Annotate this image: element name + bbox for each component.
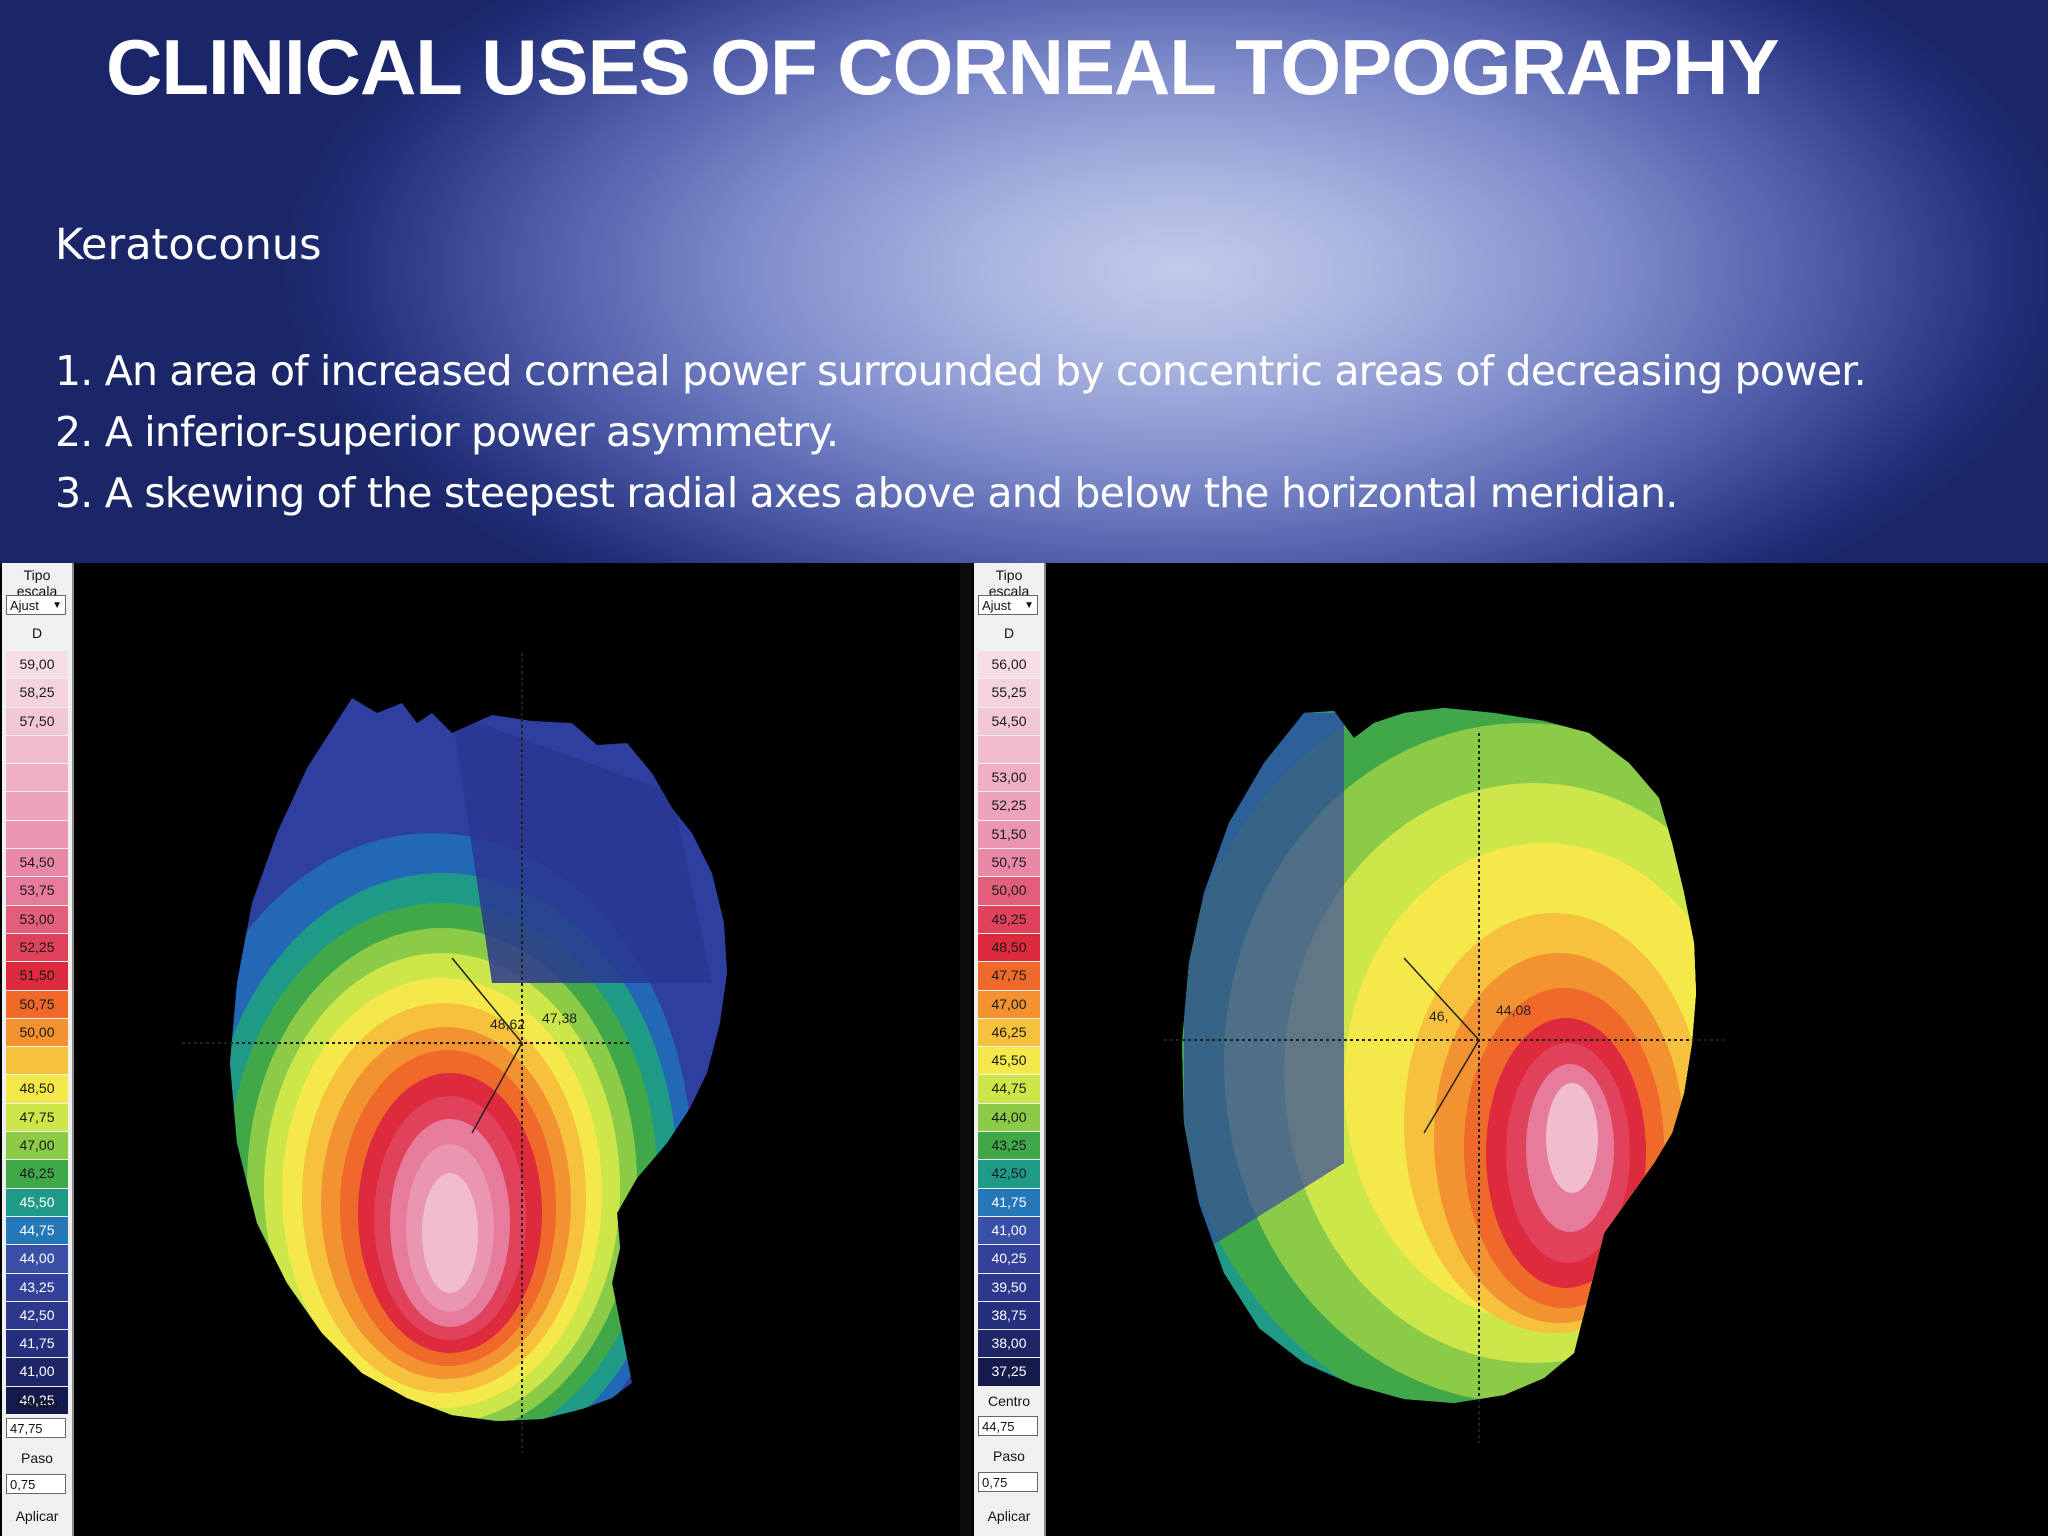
scale-swatch: 56,00 — [978, 651, 1040, 679]
scale-swatch: 53,00 — [978, 764, 1040, 792]
scale-swatch: 51,50 — [6, 962, 68, 990]
color-scale-right: Tipo escala Ajust ▼ D 56,00 55,25 54,50 53,… — [974, 563, 1046, 1536]
reading-left-1: 48,62 — [490, 1016, 525, 1032]
scale-swatch — [6, 792, 68, 820]
bullet-point-1: 1. An area of increased corneal power su… — [55, 347, 1867, 395]
scale-swatch: 42,50 — [978, 1160, 1040, 1188]
scale-swatch: 52,25 — [6, 933, 68, 962]
dropdown-arrow-icon: ▼ — [52, 600, 62, 611]
scale-swatch: 41,75 — [6, 1330, 68, 1358]
bullet-point-2: 2. A inferior-superior power asymmetry. — [55, 408, 839, 456]
apply-button[interactable]: Aplicar — [15, 1508, 59, 1524]
scale-swatches: 56,00 55,25 54,50 53,00 52,25 51,50 50,75 50,00… — [978, 651, 1040, 1387]
scale-swatch: 40,25 — [6, 1386, 68, 1415]
scale-swatch: 41,00 — [978, 1216, 1040, 1245]
scale-swatch: 46,25 — [978, 1018, 1040, 1047]
dropdown-arrow-icon: ▼ — [1024, 600, 1034, 611]
scale-swatch: 53,00 — [6, 905, 68, 933]
scale-swatch: 50,00 — [978, 877, 1040, 905]
centro-input[interactable]: 44,75 — [978, 1416, 1038, 1436]
corneal-map-right: 46, 44,08 — [1164, 708, 1724, 1443]
scale-unit: D — [1003, 625, 1015, 641]
scale-swatch: 47,00 — [978, 990, 1040, 1018]
scale-swatch: 54,50 — [6, 849, 68, 877]
scale-swatch — [6, 820, 68, 849]
scale-swatch: 44,75 — [6, 1216, 68, 1245]
scale-swatch: 48,50 — [978, 933, 1040, 962]
power-contours-right — [1182, 708, 1696, 1403]
paso-input[interactable]: 0,75 — [6, 1474, 66, 1494]
power-contours-left — [230, 698, 727, 1421]
scale-swatch: 45,50 — [6, 1188, 68, 1216]
scale-swatch: 59,00 — [6, 651, 68, 679]
scale-swatch: 37,25 — [978, 1358, 1040, 1386]
scale-swatch: 50,75 — [978, 849, 1040, 877]
scale-swatch — [6, 735, 68, 764]
scale-type-select[interactable]: Ajust ▼ — [6, 595, 66, 615]
apply-button[interactable]: Aplicar — [987, 1508, 1031, 1524]
scale-swatch: 40,25 — [978, 1245, 1040, 1273]
slide-subtitle: Keratoconus — [55, 220, 322, 270]
paso-label: Paso — [21, 1450, 53, 1466]
scale-swatch: 58,25 — [6, 679, 68, 707]
scale-swatch: 55,25 — [978, 679, 1040, 707]
scale-swatches: 59,00 58,25 57,50 54,50 53,75 53,00 52,25 51,50… — [6, 651, 68, 1415]
scale-swatch — [6, 1047, 68, 1075]
scale-swatch: 52,25 — [978, 792, 1040, 820]
color-scale-left: Tipo escala Ajust ▼ D 59,00 58,25 57,50 54,… — [2, 563, 74, 1536]
scale-swatch: 41,75 — [978, 1188, 1040, 1216]
centro-label: Centro — [987, 1393, 1031, 1409]
scale-swatch — [978, 735, 1040, 764]
slide-header: CLINICAL USES OF CORNEAL TOPOGRAPHY Kera… — [0, 0, 2048, 563]
scale-swatch: 44,00 — [6, 1245, 68, 1273]
scale-swatch: 38,00 — [978, 1330, 1040, 1358]
scale-swatch: 47,00 — [6, 1132, 68, 1160]
reading-left-2: 47,38 — [542, 1010, 577, 1026]
corneal-map-left: 48,62 47,38 — [182, 653, 727, 1453]
scale-swatch: 49,25 — [978, 905, 1040, 933]
scale-swatch: 48,50 — [6, 1075, 68, 1103]
scale-swatch: 44,75 — [978, 1075, 1040, 1103]
scale-swatch: 53,75 — [6, 877, 68, 905]
scale-swatch: 39,50 — [978, 1273, 1040, 1301]
scale-swatch: 47,75 — [978, 962, 1040, 990]
centro-input[interactable]: 47,75 — [6, 1418, 66, 1438]
scale-swatch: 45,50 — [978, 1047, 1040, 1075]
bullet-list: 1. An area of increased corneal power su… — [55, 341, 1867, 524]
scale-unit: D — [31, 625, 43, 641]
crosshair-right — [1164, 733, 1724, 1443]
scale-type-value: Ajust — [10, 598, 39, 613]
scale-type-value: Ajust — [982, 598, 1011, 613]
scale-swatch: 43,25 — [978, 1132, 1040, 1160]
paso-input[interactable]: 0,75 — [978, 1472, 1038, 1492]
paso-label: Paso — [993, 1448, 1025, 1464]
centro-label: Centro — [15, 1395, 59, 1411]
scale-swatch: 54,50 — [978, 707, 1040, 735]
panel-divider — [960, 563, 972, 1536]
scale-swatch: 57,50 — [6, 707, 68, 735]
scale-swatch: 44,00 — [978, 1103, 1040, 1132]
scale-swatch — [6, 764, 68, 792]
slide-title: CLINICAL USES OF CORNEAL TOPOGRAPHY — [106, 23, 1780, 111]
scale-swatch: 41,00 — [6, 1358, 68, 1386]
scale-swatch: 46,25 — [6, 1160, 68, 1188]
topography-panel-right: Tipo escala Ajust ▼ D 56,00 55,25 54,50 53,… — [972, 563, 2048, 1536]
scale-swatch: 38,75 — [978, 1301, 1040, 1330]
scale-swatch: 43,25 — [6, 1273, 68, 1301]
crosshair-left — [182, 653, 632, 1453]
scale-type-select[interactable]: Ajust ▼ — [978, 595, 1038, 615]
reading-right-2: 44,08 — [1496, 1002, 1531, 1018]
scale-swatch: 50,75 — [6, 990, 68, 1018]
topography-panel-left: Tipo escala Ajust ▼ D 59,00 58,25 57,50 54,… — [0, 563, 972, 1536]
scale-swatch: 47,75 — [6, 1103, 68, 1132]
reading-right-1: 46, — [1429, 1008, 1448, 1024]
scale-swatch: 51,50 — [978, 820, 1040, 849]
scale-swatch: 50,00 — [6, 1018, 68, 1047]
bullet-point-3: 3. A skewing of the steepest radial axes… — [55, 469, 1678, 517]
scale-swatch: 42,50 — [6, 1301, 68, 1330]
